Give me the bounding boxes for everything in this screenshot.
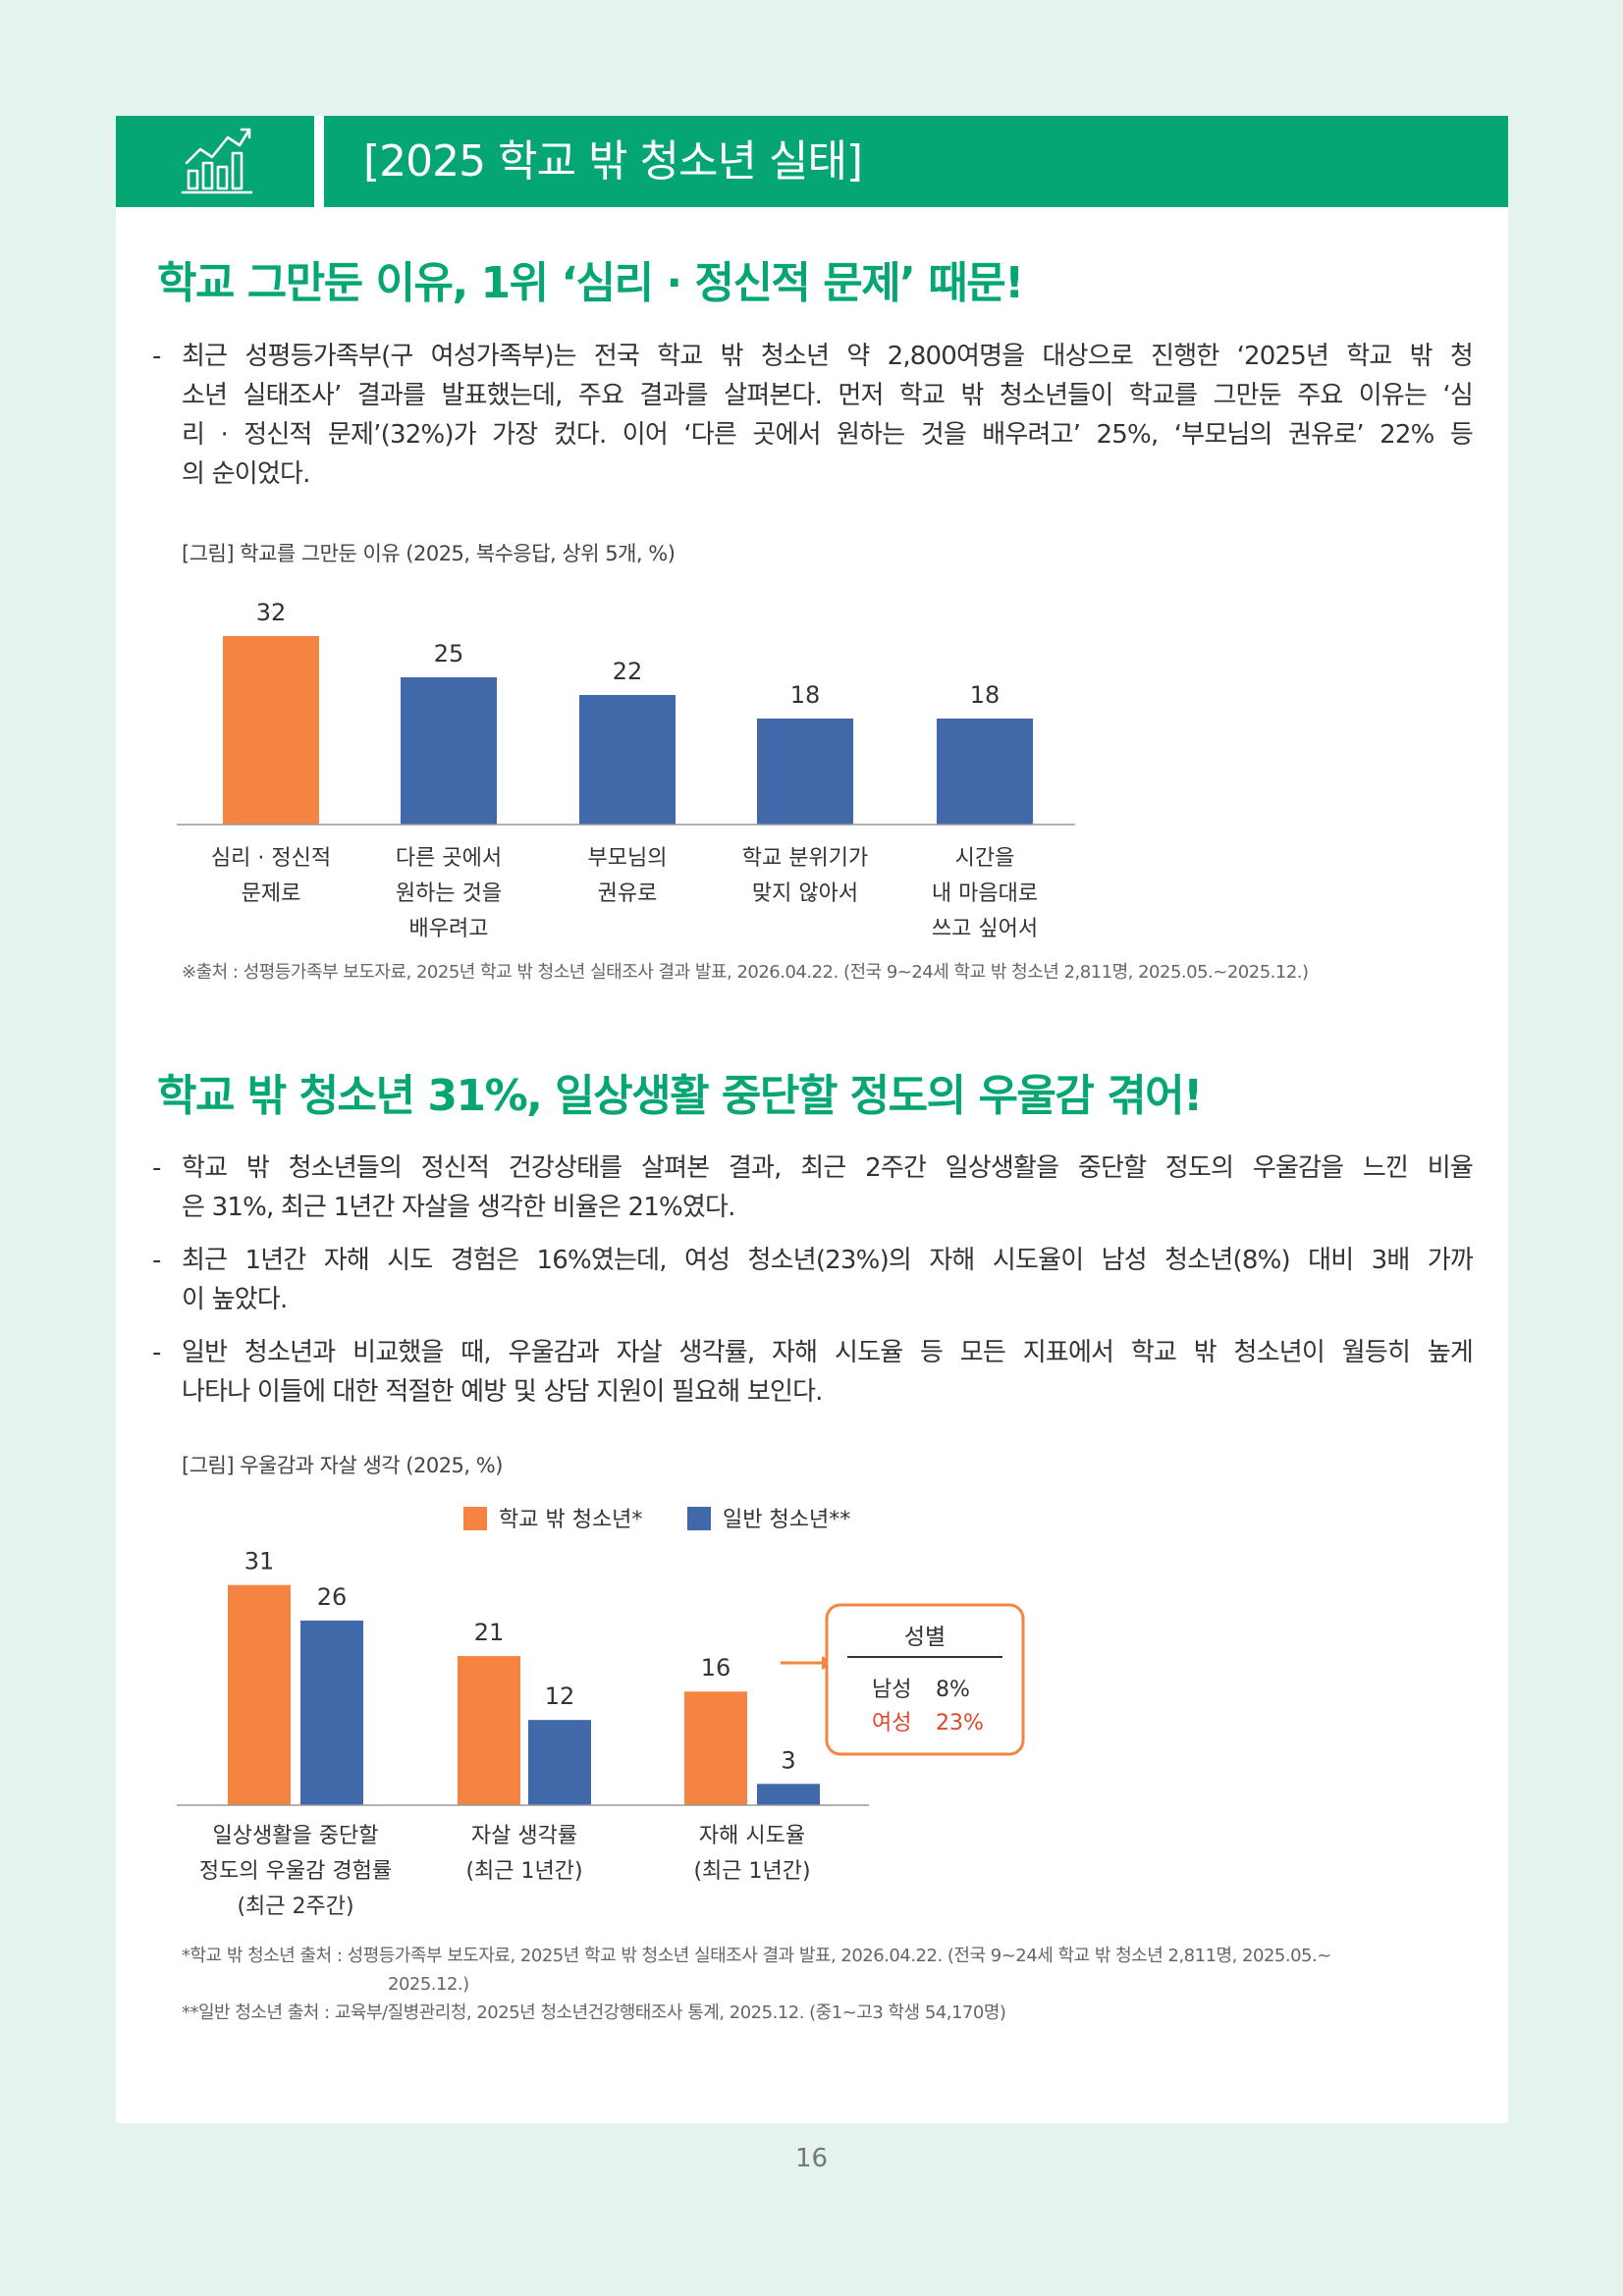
chart2-bar xyxy=(300,1620,363,1805)
chart2-category-label: 일상생활을 중단할 xyxy=(213,1824,379,1848)
bullet-line: 최근 1년간 자해 시도 경험은 16%였는데, 여성 청소년(23%)의 자해… xyxy=(182,1246,1474,1275)
chart2-depression-bar-chart: 학교 밖 청소년* 일반 청소년** 31 21 16 26 12 3 일상생활을 중단할정도의… xyxy=(177,1507,869,1919)
bullet-item: - 최근 1년간 자해 시도 경험은 16%였는데, 여성 청소년(23%)의 자… xyxy=(152,1241,1474,1319)
chart1-category-label: 배우려고 xyxy=(409,917,489,941)
chart1-value-label: 22 xyxy=(613,658,643,685)
bullet-item: - 학교 밖 청소년들의 정신적 건강상태를 살펴본 결과, 최근 2주간 일상생… xyxy=(152,1148,1474,1227)
section1-paragraph: - 최근 성평등가족부(구 여성가족부)는 전국 학교 밖 청소년 약 2,80… xyxy=(152,337,1474,494)
chart2-bar xyxy=(458,1656,520,1805)
callout-male-label: 남성 xyxy=(872,1678,911,1702)
chart2-value-label: 26 xyxy=(317,1583,348,1611)
bullet-line: 학교 밖 청소년들의 정신적 건강상태를 살펴본 결과, 최근 2주간 일상생활… xyxy=(182,1153,1474,1183)
chart2-legend-swatch xyxy=(463,1507,487,1530)
bullet-dash: - xyxy=(152,1153,161,1183)
chart1-category-label: 쓰고 싶어서 xyxy=(932,917,1038,941)
bullet-line: 은 31%, 최근 1년간 자살을 생각한 비율은 21%였다. xyxy=(182,1193,735,1222)
bullet-line: 일반 청소년과 비교했을 때, 우울감과 자살 생각률, 자해 시도율 등 모든… xyxy=(182,1338,1474,1367)
chart2-value-label: 3 xyxy=(781,1746,795,1774)
chart1-category-label: 원하는 것을 xyxy=(396,881,502,906)
chart2-bar xyxy=(528,1720,591,1805)
gender-callout: 성별 남성 8% 여성 23% xyxy=(781,1603,1025,1756)
chart1-category-label: 맞지 않아서 xyxy=(752,881,858,906)
chart1-caption: [그림] 학교를 그만둔 이유 (2025, 복수응답, 상위 5개, %) xyxy=(182,542,676,565)
header-icon-box xyxy=(116,116,314,207)
bullet-dash: - xyxy=(152,1338,161,1367)
chart1-value-label: 32 xyxy=(256,599,287,626)
growth-chart-icon xyxy=(181,128,253,194)
section1-headline: 학교 그만둔 이유, 1위 ‘심리 · 정신적 문제’ 때문! xyxy=(157,258,1024,308)
paragraph-line: 리 · 정신적 문제’(32%)가 가장 컸다. 이어 ‘다른 곳에서 원하는 … xyxy=(182,420,1474,450)
chart2-bar xyxy=(757,1784,820,1805)
source-line: **일반 청소년 출처 : 교육부/질병관리청, 2025년 청소년건강행태조사… xyxy=(182,2002,1006,2023)
callout-male-value: 8% xyxy=(936,1678,970,1702)
bullet-dash: - xyxy=(152,1246,161,1275)
chart1-category-label: 심리 · 정신적 xyxy=(211,846,331,871)
page-number: 16 xyxy=(794,2144,829,2173)
bullet-text: 최근 1년간 자해 시도 경험은 16%였는데, 여성 청소년(23%)의 자해… xyxy=(182,1241,1474,1319)
bullet-line: 나타나 이들에 대한 적절한 예방 및 상담 지원이 필요해 보인다. xyxy=(182,1377,823,1407)
chart1-bar xyxy=(401,677,497,825)
chart1-category-label: 다른 곳에서 xyxy=(396,846,502,871)
bullet-text: 일반 청소년과 비교했을 때, 우울감과 자살 생각률, 자해 시도율 등 모든… xyxy=(182,1333,1474,1412)
chart2-bar xyxy=(228,1584,291,1805)
chart1-category-label: 권유로 xyxy=(598,881,658,906)
paragraph-line: 소년 실태조사’ 결과를 발표했는데, 주요 결과를 살펴본다. 먼저 학교 밖… xyxy=(182,381,1474,410)
section1-paragraph-text: 최근 성평등가족부(구 여성가족부)는 전국 학교 밖 청소년 약 2,800여… xyxy=(182,337,1474,494)
chart2-category-label: (최근 2주간) xyxy=(237,1895,353,1919)
chart1-category-label: 학교 분위기가 xyxy=(742,846,868,871)
chart1-category-label: 문제로 xyxy=(242,881,301,906)
chart2-value-label: 31 xyxy=(244,1548,275,1575)
chart1-bar xyxy=(223,636,319,825)
chart1-category-label: 내 마음대로 xyxy=(932,881,1038,906)
chart2-caption: [그림] 우울감과 자살 생각 (2025, %) xyxy=(182,1454,503,1477)
bullet-line: 이 높았다. xyxy=(182,1285,288,1314)
chart2-category-label: 정도의 우울감 경험률 xyxy=(199,1859,392,1884)
chart2-category-label: (최근 1년간) xyxy=(693,1859,810,1884)
callout-female-value: 23% xyxy=(936,1711,984,1735)
chart1-value-label: 18 xyxy=(970,681,1001,709)
callout-box xyxy=(825,1603,1025,1756)
chart2-category-label: 자살 생각률 xyxy=(471,1824,577,1848)
paragraph-line: 의 순이었다. xyxy=(182,459,310,489)
chart1-category-label: 시간을 xyxy=(955,846,1015,871)
source-line: *학교 밖 청소년 출처 : 성평등가족부 보도자료, 2025년 학교 밖 청… xyxy=(182,1946,1331,1966)
chart1-value-label: 25 xyxy=(434,640,464,667)
chart2-value-label: 16 xyxy=(701,1654,731,1682)
chart2-sources: *학교 밖 청소년 출처 : 성평등가족부 보도자료, 2025년 학교 밖 청… xyxy=(182,1942,1331,2027)
header-title: [2025 학교 밖 청소년 실태] xyxy=(363,136,863,187)
chart1-source: ※출처 : 성평등가족부 보도자료, 2025년 학교 밖 청소년 실태조사 결… xyxy=(182,962,1309,983)
chart2-value-label: 21 xyxy=(474,1619,505,1646)
callout-female-label: 여성 xyxy=(872,1711,911,1735)
bullet-item: - 일반 청소년과 비교했을 때, 우울감과 자살 생각률, 자해 시도율 등 모… xyxy=(152,1333,1474,1412)
header-title-box: [2025 학교 밖 청소년 실태] xyxy=(324,116,1508,207)
callout-title: 성별 xyxy=(904,1625,946,1650)
chart1-bar xyxy=(757,719,853,825)
chart2-category-label: (최근 1년간) xyxy=(465,1859,582,1884)
chart2-bar xyxy=(684,1691,747,1805)
chart2-value-label: 12 xyxy=(545,1682,575,1710)
chart2-legend-label: 학교 밖 청소년* xyxy=(499,1508,642,1532)
section2-headline: 학교 밖 청소년 31%, 일상생활 중단할 정도의 우울감 겪어! xyxy=(157,1071,1203,1121)
chart1-bar xyxy=(579,695,676,825)
paragraph-line: 최근 성평등가족부(구 여성가족부)는 전국 학교 밖 청소년 약 2,800여… xyxy=(182,342,1474,371)
chart1-category-label: 부모님의 xyxy=(588,846,668,871)
bullet-text: 학교 밖 청소년들의 정신적 건강상태를 살펴본 결과, 최근 2주간 일상생활… xyxy=(182,1148,1474,1227)
bullet-dash: - xyxy=(152,342,161,371)
chart2-legend-swatch xyxy=(687,1507,711,1530)
chart1-value-label: 18 xyxy=(790,681,821,709)
chart1-bar xyxy=(937,719,1033,825)
source-line: 2025.12.) xyxy=(388,1974,469,1995)
chart2-legend-label: 일반 청소년** xyxy=(723,1508,850,1532)
section2-bullets: - 학교 밖 청소년들의 정신적 건강상태를 살펴본 결과, 최근 2주간 일상생… xyxy=(152,1148,1474,1425)
chart2-category-label: 자해 시도율 xyxy=(699,1824,805,1848)
